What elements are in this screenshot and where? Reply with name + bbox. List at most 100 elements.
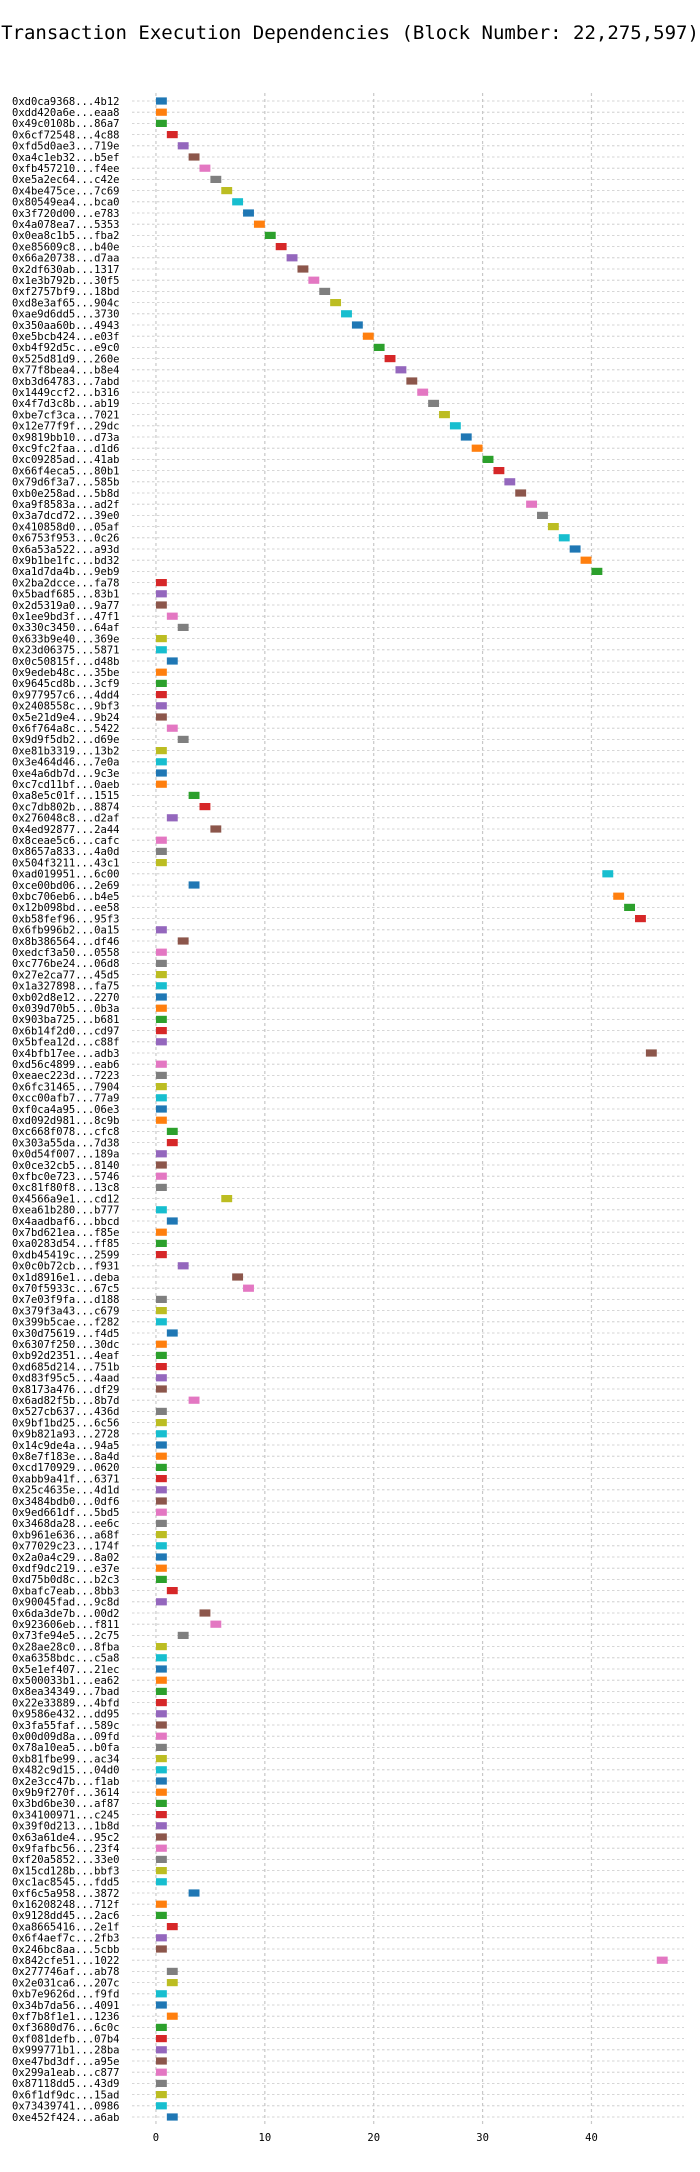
transaction-bar <box>155 1172 167 1180</box>
transaction-label: 0x15cd128b...bbf3 <box>12 1865 119 1877</box>
transaction-bar <box>155 1990 167 1998</box>
transaction-label: 0x2d5319a0...9a77 <box>12 600 119 612</box>
transaction-bar <box>155 1755 167 1763</box>
transaction-label: 0x6ad82f5b...8b7d <box>12 1395 119 1407</box>
transaction-label: 0x303a55da...7d38 <box>12 1137 119 1149</box>
transaction-bar <box>155 691 167 699</box>
transaction-label: 0xb81fbe99...ac34 <box>12 1753 119 1765</box>
transaction-label: 0x8ceae5c6...cafc <box>12 835 119 847</box>
transaction-label: 0x28ae28c0...8fba <box>12 1641 119 1653</box>
transaction-bar <box>177 623 189 631</box>
transaction-bar <box>188 791 200 799</box>
transaction-label: 0x6fc31465...7904 <box>12 1081 119 1093</box>
transaction-bar <box>155 668 167 676</box>
transaction-label: 0x6b14f2d0...cd97 <box>12 1025 119 1037</box>
transaction-bar <box>177 1262 189 1270</box>
transaction-label: 0x27e2ca77...45d5 <box>12 969 119 981</box>
transaction-label: 0xf2757bf9...18bd <box>12 286 119 298</box>
transaction-bar <box>417 388 429 396</box>
transaction-bar <box>155 1900 167 1908</box>
transaction-bar <box>155 1665 167 1673</box>
transaction-label: 0x903ba725...b681 <box>12 1014 119 1026</box>
transaction-bar <box>155 1878 167 1886</box>
transaction-label: 0x4aadbaf6...bbcd <box>12 1216 119 1228</box>
transaction-bar <box>155 702 167 710</box>
transaction-bar <box>155 1519 167 1527</box>
transaction-label: 0x77f8bea4...b8e4 <box>12 365 119 377</box>
transaction-label: 0xa4c1eb32...b5ef <box>12 152 119 164</box>
transaction-label: 0x22e33889...4bfd <box>12 1697 119 1709</box>
transaction-bar <box>155 948 167 956</box>
transaction-label: 0x7bd621ea...f85e <box>12 1227 119 1239</box>
x-tick-label: 10 <box>259 2132 272 2144</box>
transaction-bar <box>155 1721 167 1729</box>
transaction-label: 0x6307f250...30dc <box>12 1339 119 1351</box>
transaction-bar <box>537 511 548 519</box>
transaction-label: 0x2e031ca6...207c <box>12 1977 119 1989</box>
transaction-label: 0xeaec223d...7223 <box>12 1070 119 1082</box>
transaction-label: 0x77029c23...174f <box>12 1541 119 1553</box>
transaction-bar <box>155 780 167 788</box>
transaction-label: 0x2df630ab...1317 <box>12 264 119 276</box>
transaction-bar <box>155 1295 167 1303</box>
transaction-bar <box>166 724 178 732</box>
transaction-bar <box>515 489 527 497</box>
transaction-label: 0x633b9e40...369e <box>12 633 119 645</box>
transaction-label: 0x66a20738...d7aa <box>12 253 119 265</box>
transaction-bar <box>155 1430 167 1438</box>
transaction-bar <box>155 836 167 844</box>
transaction-label: 0x73439741...0986 <box>12 2101 119 2113</box>
transaction-label: 0x9bf1bd25...6c56 <box>12 1417 119 1429</box>
transaction-bar <box>155 1441 167 1449</box>
transaction-bar <box>155 1911 167 1919</box>
transaction-label: 0x410858d0...05af <box>12 521 119 533</box>
transaction-bar <box>155 2091 167 2099</box>
transaction-label: 0x1ee9bd3f...47f1 <box>12 611 119 623</box>
bars <box>155 97 668 2121</box>
transaction-label: 0x39f0d213...1b8d <box>12 1821 119 1833</box>
transaction-bar <box>155 2035 167 2043</box>
transaction-label: 0x977957c6...4dd4 <box>12 689 119 701</box>
transaction-label: 0x0d54f007...189a <box>12 1149 119 1161</box>
transaction-label: 0xe81b3319...13b2 <box>12 745 119 757</box>
transaction-label: 0xb3d64783...7abd <box>12 376 119 388</box>
transaction-bar <box>166 814 178 822</box>
transaction-label: 0xc776be24...06d8 <box>12 958 119 970</box>
transaction-bar <box>155 769 167 777</box>
transaction-label: 0xedcf3a50...0558 <box>12 947 119 959</box>
transaction-label: 0xe5a2ec64...c42e <box>12 174 119 186</box>
transaction-bar <box>155 1855 167 1863</box>
transaction-label: 0xd75b0d8c...b2c3 <box>12 1574 119 1586</box>
x-tick-label: 20 <box>367 2132 380 2144</box>
transaction-bar <box>155 1351 167 1359</box>
transaction-bar <box>155 758 167 766</box>
transaction-bar <box>155 2023 167 2031</box>
transaction-bar <box>526 500 538 508</box>
transaction-bar <box>155 1150 167 1158</box>
transaction-label: 0xf3680d76...6c0c <box>12 2022 119 2034</box>
transaction-bar <box>155 1452 167 1460</box>
transaction-bar <box>155 1060 167 1068</box>
transaction-bar <box>155 1542 167 1550</box>
transaction-bar <box>155 1732 167 1740</box>
transaction-bar <box>155 1385 167 1393</box>
transaction-bar <box>155 108 167 116</box>
transaction-label: 0x6cf72548...4c88 <box>12 129 119 141</box>
transaction-bar <box>155 1811 167 1819</box>
transaction-bar <box>155 859 167 867</box>
transaction-label: 0xe452f424...a6ab <box>12 2112 119 2124</box>
y-axis-labels: 0xd0ca9368...4b120xdd420a6e...eaa80x49c0… <box>12 96 119 2124</box>
transaction-bar <box>199 1609 211 1617</box>
transaction-bar <box>155 1486 167 1494</box>
transaction-bar <box>155 1228 167 1236</box>
transaction-bar <box>439 411 450 419</box>
transaction-bar <box>155 590 167 598</box>
transaction-bar <box>569 545 581 553</box>
transaction-label: 0x3bd6be30...af87 <box>12 1798 119 1810</box>
transaction-bar <box>275 243 287 251</box>
transaction-bar <box>210 1620 222 1628</box>
transaction-bar <box>504 478 516 486</box>
transaction-bar <box>177 142 189 150</box>
transaction-label: 0x8173a476...df29 <box>12 1384 119 1396</box>
transaction-bar <box>155 1788 167 1796</box>
